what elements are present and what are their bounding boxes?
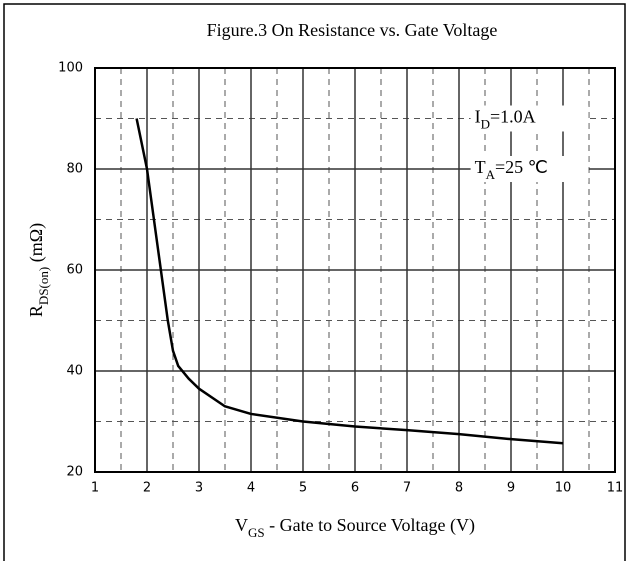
annotation-sub: A (486, 167, 496, 182)
y-tick-label: 40 (66, 364, 83, 379)
x-tick-label: 2 (143, 481, 151, 496)
x-tick-label: 8 (455, 481, 463, 496)
chart-title: Figure.3 On Resistance vs. Gate Voltage (207, 20, 498, 40)
x-tick-label: 3 (195, 481, 203, 496)
y-tick-label: 80 (66, 162, 83, 177)
annotation-rest: =1.0A (490, 107, 536, 127)
y-tick-label: 60 (66, 263, 83, 278)
x-tick-label: 11 (607, 481, 624, 496)
x-axis-label: VGS - Gate to Source Voltage (V) (235, 515, 475, 540)
annotation-rest: =25 ℃ (495, 157, 548, 177)
x-tick-label: 1 (91, 481, 99, 496)
x-axis-label-main: V (235, 515, 248, 535)
x-axis-label-rest: - Gate to Source Voltage (V) (265, 515, 475, 536)
x-tick-label: 7 (403, 481, 411, 496)
line (135, 118, 564, 445)
annotation-bg (470, 156, 589, 182)
annotation: TA=25 ℃ (475, 157, 548, 182)
y-axis-label-sub: DS(on) (36, 267, 51, 305)
annotation-main: T (475, 157, 486, 177)
x-tick-label: 5 (299, 481, 307, 496)
x-tick-label: 9 (507, 481, 515, 496)
y-tick-label: 20 (66, 465, 83, 480)
annotation-sub: D (481, 117, 490, 132)
y-axis-label-rest: (mΩ) (26, 223, 47, 267)
annotation-bg (470, 105, 589, 132)
y-tick-label: 100 (58, 61, 83, 76)
x-tick-label: 10 (555, 481, 572, 496)
annotation: ID=1.0A (475, 107, 536, 132)
annotation-main: I (475, 107, 481, 127)
x-tick-label: 4 (247, 481, 255, 496)
y-axis-label-main: R (26, 305, 46, 317)
x-tick-label: 6 (351, 481, 359, 496)
plot-border (94, 67, 616, 473)
y-axis-label: RDS(on) (mΩ) (26, 223, 51, 317)
x-axis-label-sub: GS (248, 525, 265, 540)
frame (3, 3, 626, 561)
